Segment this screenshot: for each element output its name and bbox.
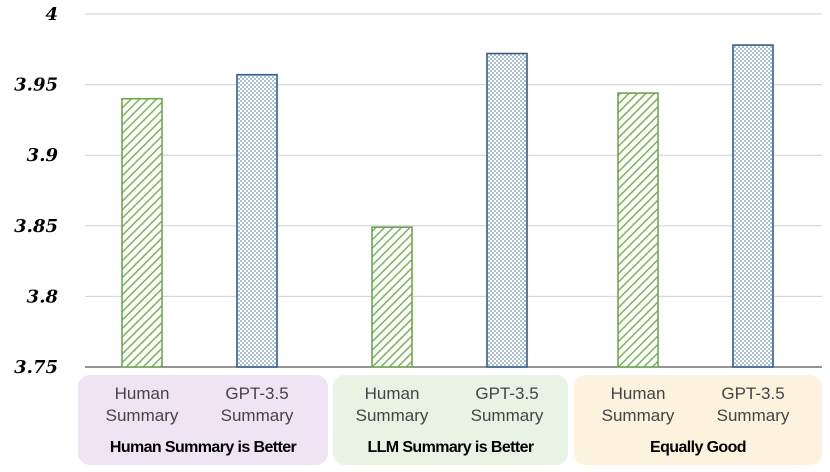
group-background [574, 375, 822, 465]
bar [486, 52, 528, 368]
bar [121, 97, 163, 368]
gridlines [85, 13, 822, 368]
category-label: Summary [717, 406, 790, 425]
y-axis-ticks: 3.75 3.8 3.85 3.9 3.95 4 [14, 4, 58, 378]
y-tick-label: 3.9 [27, 145, 59, 166]
x-axis-labels: Human Summary GPT-3.5 Summary Human Summary … [106, 384, 790, 456]
category-label: Human [115, 384, 170, 403]
category-label: GPT-3.5 [225, 384, 288, 403]
bar [732, 44, 774, 368]
group-backgrounds [78, 375, 822, 465]
category-label: Summary [106, 406, 179, 425]
category-label: Summary [356, 406, 429, 425]
bar [371, 226, 413, 368]
category-label: GPT-3.5 [475, 384, 538, 403]
y-tick-label: 4 [45, 4, 58, 25]
y-tick-label: 3.8 [27, 286, 59, 307]
y-tick-label: 3.95 [14, 75, 58, 96]
group-label: Equally Good [650, 439, 746, 456]
group-label: LLM Summary is Better [367, 439, 533, 456]
y-tick-label: 3.75 [14, 357, 58, 378]
category-label: Human [365, 384, 420, 403]
category-label: GPT-3.5 [721, 384, 784, 403]
group-label: Human Summary is Better [110, 439, 297, 456]
category-label: Human [611, 384, 666, 403]
bar [617, 92, 659, 368]
group-background [333, 375, 568, 465]
bar [236, 73, 278, 368]
y-tick-label: 3.85 [14, 216, 58, 237]
category-label: Summary [602, 406, 675, 425]
bars [121, 44, 774, 368]
group-background [78, 375, 328, 465]
category-label: Summary [221, 406, 294, 425]
category-label: Summary [471, 406, 544, 425]
